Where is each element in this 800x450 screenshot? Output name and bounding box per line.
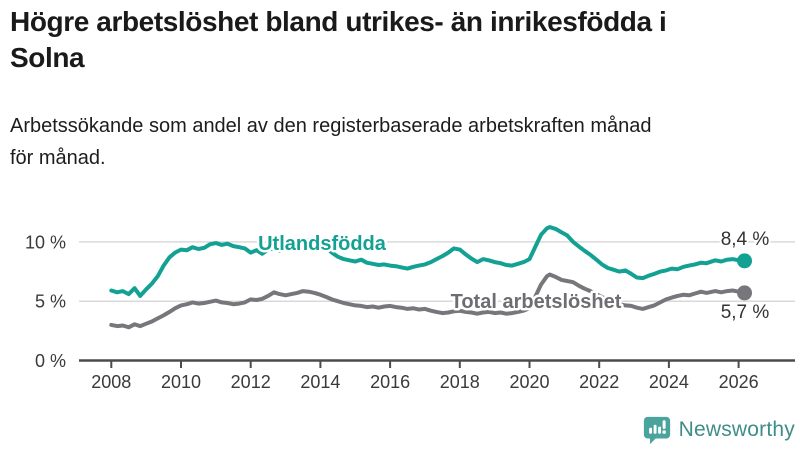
series-label-0: Total arbetslöshet xyxy=(451,291,622,313)
series-end-dot-0 xyxy=(737,285,753,301)
y-axis-label: 10 % xyxy=(25,232,66,252)
series-line-0 xyxy=(109,272,747,330)
y-axis-label: 5 % xyxy=(35,292,66,312)
x-tick-label: 2018 xyxy=(440,372,480,392)
series-end-dot-1 xyxy=(737,253,753,269)
x-tick-label: 2012 xyxy=(231,372,271,392)
title-line-2: Solna xyxy=(10,42,85,73)
newsworthy-wordmark: Newsworthy xyxy=(678,418,795,441)
x-tick-label: 2014 xyxy=(300,372,340,392)
newsworthy-logo: Newsworthy xyxy=(642,415,795,445)
x-tick-label: 2022 xyxy=(579,372,619,392)
series-line-1 xyxy=(109,225,747,298)
newsworthy-bubble-chart-icon xyxy=(643,416,670,445)
x-tick-label: 2024 xyxy=(649,372,689,392)
x-tick-label: 2016 xyxy=(370,372,410,392)
y-axis-label: 0 % xyxy=(35,351,66,371)
x-tick-label: 2026 xyxy=(719,372,759,392)
series-end-value-0: 5,7 % xyxy=(721,302,770,323)
x-tick-label: 2020 xyxy=(509,372,549,392)
x-tick-label: 2008 xyxy=(91,372,131,392)
series-label-1: Utlandsfödda xyxy=(258,233,387,255)
chart-subtitle: Arbetssökande som andel av den registerb… xyxy=(10,110,790,174)
page-title: Högre arbetslöshet bland utrikes- än inr… xyxy=(10,4,790,76)
subtitle-line-2: för månad. xyxy=(10,147,106,169)
subtitle-line-1: Arbetssökande som andel av den registerb… xyxy=(10,115,652,137)
title-line-1: Högre arbetslöshet bland utrikes- än inr… xyxy=(10,6,667,37)
series-end-value-1: 8,4 % xyxy=(721,229,770,250)
x-tick-label: 2010 xyxy=(161,372,201,392)
